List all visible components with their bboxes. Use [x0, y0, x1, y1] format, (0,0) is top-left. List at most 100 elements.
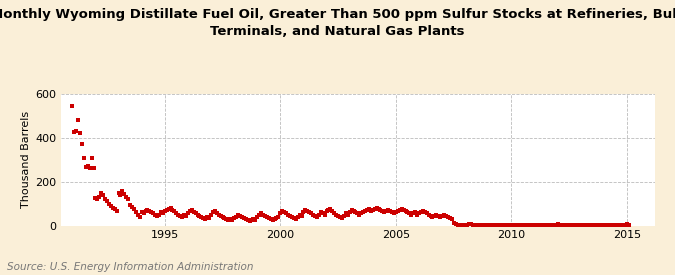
Point: [161, 208, 172, 212]
Point: [261, 214, 272, 219]
Point: [100, 197, 111, 201]
Point: [76, 142, 87, 146]
Point: [179, 212, 190, 217]
Point: [165, 206, 176, 210]
Point: [604, 223, 615, 227]
Point: [269, 217, 280, 221]
Point: [236, 214, 247, 219]
Point: [471, 223, 482, 227]
Point: [581, 223, 592, 227]
Point: [171, 211, 182, 216]
Point: [67, 104, 78, 108]
Point: [315, 210, 326, 214]
Point: [107, 206, 118, 210]
Point: [454, 223, 465, 227]
Point: [527, 223, 538, 227]
Point: [167, 208, 178, 212]
Point: [313, 212, 324, 217]
Point: [417, 209, 428, 213]
Point: [433, 213, 443, 218]
Point: [375, 208, 386, 212]
Point: [146, 210, 157, 214]
Point: [462, 223, 472, 227]
Point: [242, 218, 253, 222]
Point: [319, 212, 330, 217]
Point: [460, 223, 470, 227]
Point: [400, 209, 411, 213]
Point: [441, 213, 452, 218]
Point: [263, 216, 274, 220]
Point: [125, 202, 136, 207]
Point: [591, 223, 601, 227]
Point: [327, 209, 338, 213]
Point: [103, 201, 114, 206]
Point: [84, 166, 95, 170]
Point: [599, 223, 610, 227]
Point: [88, 166, 99, 170]
Point: [491, 223, 502, 227]
Point: [585, 223, 596, 227]
Point: [350, 210, 361, 214]
Point: [579, 223, 590, 227]
Point: [207, 210, 218, 214]
Point: [254, 212, 265, 217]
Point: [82, 164, 93, 168]
Point: [477, 223, 488, 227]
Point: [616, 223, 626, 227]
Point: [130, 210, 141, 214]
Point: [537, 223, 547, 227]
Point: [148, 211, 159, 216]
Point: [152, 213, 163, 218]
Point: [321, 209, 332, 213]
Point: [427, 214, 438, 219]
Point: [340, 211, 351, 216]
Point: [69, 130, 80, 134]
Point: [182, 211, 193, 216]
Point: [402, 210, 413, 214]
Point: [225, 217, 236, 221]
Point: [154, 212, 165, 217]
Point: [294, 212, 305, 217]
Point: [358, 210, 369, 214]
Point: [175, 213, 186, 218]
Point: [564, 223, 574, 227]
Point: [169, 209, 180, 213]
Point: [215, 213, 226, 218]
Point: [601, 223, 612, 227]
Point: [443, 214, 454, 219]
Point: [377, 209, 388, 213]
Point: [381, 209, 392, 213]
Point: [117, 189, 128, 194]
Point: [344, 210, 355, 214]
Point: [281, 211, 292, 216]
Point: [279, 210, 290, 214]
Point: [308, 212, 319, 217]
Point: [244, 219, 255, 223]
Point: [337, 216, 348, 220]
Point: [219, 216, 230, 220]
Point: [356, 211, 367, 216]
Point: [419, 210, 430, 214]
Point: [283, 212, 294, 217]
Point: [71, 129, 82, 133]
Point: [323, 208, 334, 212]
Point: [354, 212, 364, 217]
Point: [200, 217, 211, 221]
Point: [277, 209, 288, 213]
Point: [468, 223, 479, 227]
Point: [121, 195, 132, 199]
Point: [163, 207, 174, 211]
Point: [589, 223, 599, 227]
Point: [288, 216, 299, 220]
Point: [238, 216, 249, 220]
Point: [275, 211, 286, 216]
Point: [80, 165, 91, 169]
Point: [566, 223, 576, 227]
Text: Source: U.S. Energy Information Administration: Source: U.S. Energy Information Administ…: [7, 262, 253, 272]
Point: [608, 223, 619, 227]
Point: [221, 217, 232, 221]
Point: [240, 217, 251, 221]
Point: [290, 217, 301, 221]
Point: [508, 223, 519, 227]
Point: [412, 212, 423, 217]
